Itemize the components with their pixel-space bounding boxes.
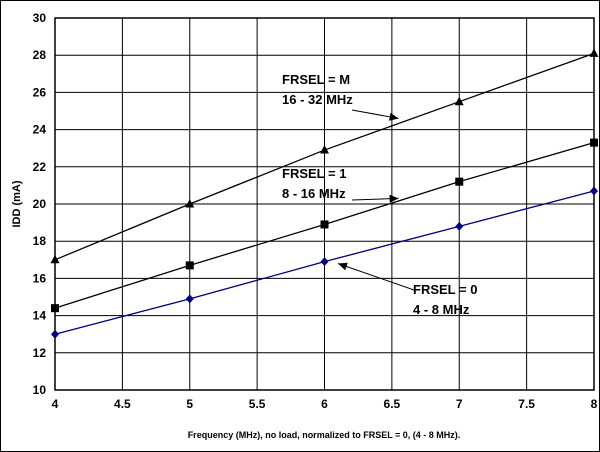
x-tick-label: 7 (456, 397, 463, 411)
annotation-zero-label: FRSEL = 0 (413, 282, 477, 297)
series-m-point (50, 254, 60, 264)
grid (54, 17, 595, 391)
annotation-one-range: 8 - 16 MHz (282, 186, 346, 201)
series-m-point (454, 96, 464, 106)
y-tick-label: 26 (33, 85, 47, 99)
series-one (51, 138, 598, 313)
annotation-one-arrow-head (389, 194, 399, 203)
y-tick-label: 24 (33, 123, 47, 137)
y-tick-label: 16 (33, 271, 47, 285)
y-axis-title: IDD (mA) (11, 180, 23, 227)
annotation-m: FRSEL = M 16 - 32 MHz (282, 72, 399, 121)
x-tick-label: 5.5 (249, 397, 266, 411)
y-tick-label: 18 (33, 234, 47, 248)
annotation-zero: FRSEL = 0 4 - 8 MHz (337, 262, 477, 317)
series-zero-point (455, 221, 464, 231)
series-one-point (320, 220, 329, 229)
series-m (50, 48, 599, 264)
y-tick-label: 20 (33, 197, 47, 211)
series-one-point (51, 304, 59, 313)
x-tick-label: 4 (52, 397, 59, 411)
x-tick-label: 5 (186, 397, 193, 411)
y-tick-label: 14 (33, 309, 47, 323)
series-one-point (590, 138, 598, 147)
x-tick-label: 6.5 (384, 397, 401, 411)
annotation-m-range: 16 - 32 MHz (282, 92, 353, 107)
y-tick-label: 30 (33, 11, 47, 25)
series-zero-point (51, 329, 59, 339)
x-axis-title: Frequency (MHz), no load, normalized to … (188, 430, 461, 440)
series-one-point (185, 261, 194, 270)
series-one-point (455, 177, 464, 186)
annotation-zero-range: 4 - 8 MHz (413, 302, 470, 317)
annotation-m-label: FRSEL = M (282, 72, 350, 87)
series-zero (51, 186, 598, 339)
series-zero-point (590, 186, 598, 196)
series (50, 48, 599, 339)
x-tick-label: 4.5 (114, 397, 131, 411)
series-zero-point (185, 294, 194, 304)
annotation-one-label: FRSEL = 1 (282, 166, 346, 181)
annotation-m-arrow-head (389, 112, 399, 121)
series-m-point (185, 199, 195, 208)
x-tick-label: 7.5 (518, 397, 535, 411)
annotation-zero-arrow-line (337, 263, 415, 291)
y-tick-label: 10 (33, 383, 47, 397)
x-tick-label: 8 (591, 397, 598, 411)
series-zero-point (320, 257, 329, 267)
y-tick-label: 22 (33, 160, 47, 174)
series-m-point (589, 48, 599, 57)
y-tick-label: 28 (33, 48, 47, 62)
annotation-one: FRSEL = 1 8 - 16 MHz (282, 166, 399, 203)
plot-area (54, 17, 595, 391)
x-tick-label: 6 (321, 397, 328, 411)
y-tick-label: 12 (33, 346, 47, 360)
annotation-zero-arrow-head (337, 262, 348, 271)
tick-labels: 4 4.5 5 5.5 6 6.5 7 7.5 8 10 12 14 16 18 20 22 24 26 28 30 (33, 11, 598, 411)
series-m-point (320, 145, 329, 154)
